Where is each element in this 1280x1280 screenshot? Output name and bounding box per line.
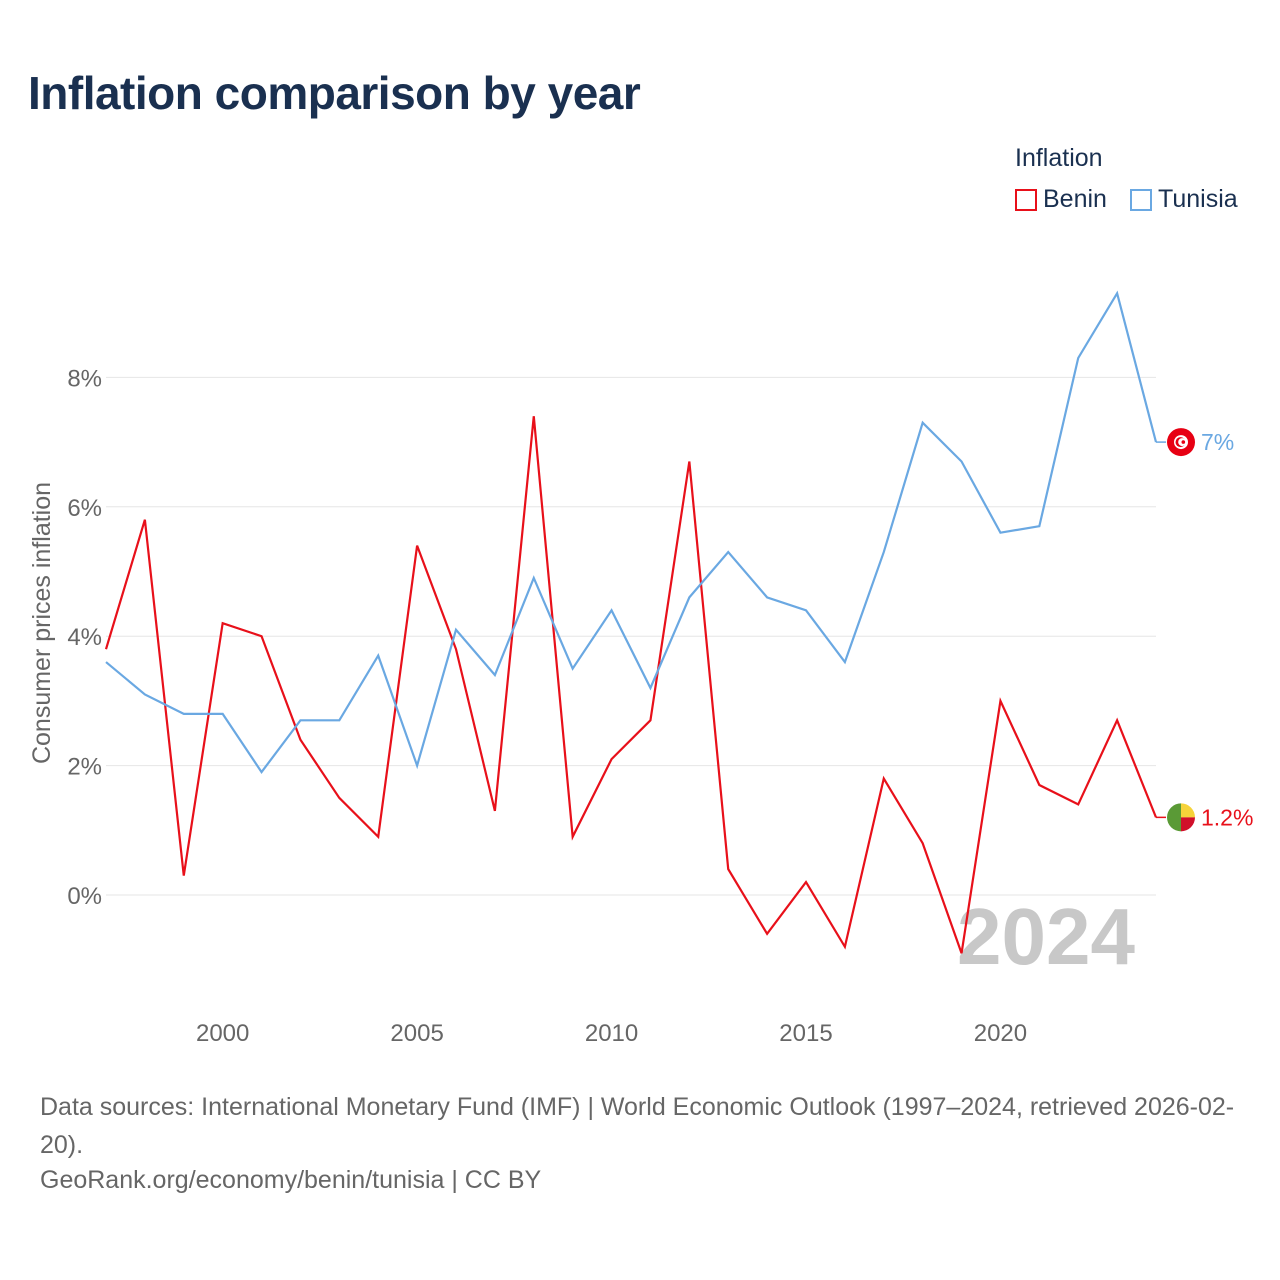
legend-label-tunisia: Tunisia <box>1158 185 1238 213</box>
x-tick-label: 2020 <box>974 1020 1027 1047</box>
flag-icon-benin <box>1167 803 1195 832</box>
legend-item-tunisia[interactable]: Tunisia <box>1130 185 1238 214</box>
x-tick-label: 2005 <box>390 1020 443 1047</box>
y-tick-label: 0% <box>67 883 102 910</box>
y-axis-label: Consumer prices inflation <box>28 482 56 764</box>
site-credit: GeoRank.org/economy/benin/tunisia | CC B… <box>40 1166 542 1194</box>
end-label-tunisia: 7% <box>1201 429 1234 455</box>
x-tick-label: 2010 <box>585 1020 638 1047</box>
grid-lines <box>106 376 1156 896</box>
flag-icon-tunisia <box>1167 428 1195 457</box>
legend-label-benin: Benin <box>1043 185 1107 213</box>
end-markers: 1.2% 7% <box>1156 428 1253 832</box>
legend-title: Inflation <box>1015 144 1103 172</box>
chart-title: Inflation comparison by year <box>28 67 641 119</box>
y-tick-label: 8% <box>67 365 102 392</box>
y-tick-label: 4% <box>67 624 102 651</box>
x-tick-label: 2000 <box>196 1020 249 1047</box>
line-chart: 0% 2% 4% 6% 8% 2000 2005 2010 2015 2020 Consumer… <box>28 290 1253 1047</box>
year-watermark: 2024 <box>957 892 1135 981</box>
end-label-benin: 1.2% <box>1201 804 1253 830</box>
legend-swatch-benin <box>1015 188 1037 211</box>
legend-swatch-tunisia <box>1130 188 1152 211</box>
y-tick-label: 2% <box>67 754 102 781</box>
series-line-tunisia <box>105 290 1158 774</box>
y-tick-label: 6% <box>67 495 102 522</box>
series-lines <box>104 290 1158 954</box>
series-line-benin <box>104 416 1158 954</box>
x-tick-labels: 2000 2005 2010 2015 2020 <box>196 1020 1027 1047</box>
x-tick-label: 2015 <box>779 1020 832 1047</box>
y-tick-labels: 0% 2% 4% 6% 8% <box>67 365 102 910</box>
legend-item-benin[interactable]: Benin <box>1015 185 1107 214</box>
data-sources: Data sources: International Monetary Fun… <box>40 1093 1235 1159</box>
